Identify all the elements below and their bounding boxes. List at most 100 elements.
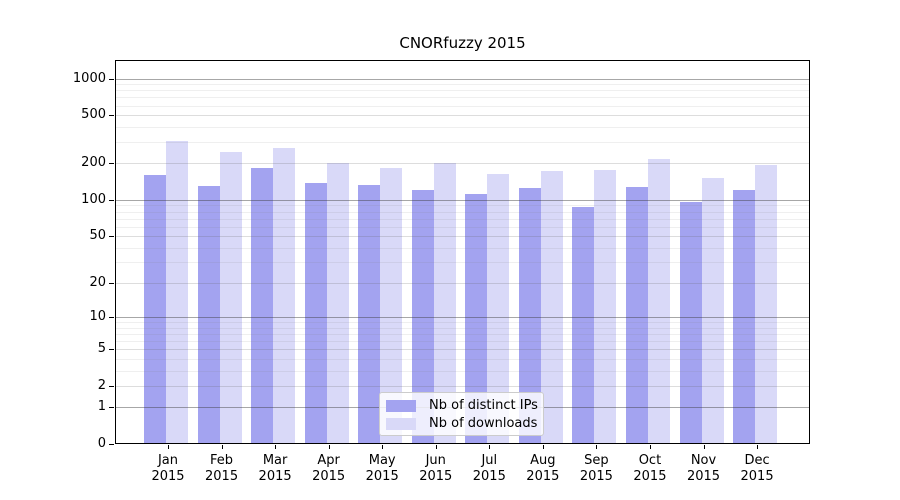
bar-distinct-ips-aug bbox=[518, 188, 541, 444]
bar-distinct-ips-feb bbox=[197, 186, 220, 444]
y-gridline-1000 bbox=[116, 78, 809, 80]
x-tick-mark-jul bbox=[489, 445, 491, 449]
y-minor-gridline-700 bbox=[116, 97, 809, 99]
bar-downloads-nov bbox=[701, 177, 724, 444]
x-tick-mark-feb bbox=[221, 445, 223, 449]
bar-downloads-sep bbox=[594, 170, 617, 444]
y-gridline-500 bbox=[116, 115, 809, 117]
y-tick-mark-100 bbox=[109, 199, 114, 201]
x-tick-label-apr: Apr 2015 bbox=[312, 453, 346, 484]
y-minor-gridline-9 bbox=[116, 322, 809, 324]
y-tick-label-50: 50 bbox=[89, 228, 106, 243]
y-minor-gridline-40 bbox=[116, 247, 809, 249]
y-minor-gridline-60 bbox=[116, 226, 809, 228]
y-tick-label-5: 5 bbox=[97, 341, 106, 357]
y-minor-gridline-7 bbox=[116, 333, 809, 335]
bar-distinct-ips-oct bbox=[625, 186, 648, 444]
x-tick-mark-nov bbox=[703, 445, 705, 449]
x-tick-label-oct: Oct 2015 bbox=[633, 453, 667, 484]
bar-distinct-ips-mar bbox=[251, 167, 274, 444]
chart-title: CNORfuzzy 2015 bbox=[399, 34, 526, 52]
y-minor-gridline-4 bbox=[116, 358, 809, 360]
legend-label-downloads: Nb of downloads bbox=[429, 416, 538, 431]
x-tick-mark-dec bbox=[757, 445, 759, 449]
y-tick-label-200: 200 bbox=[81, 155, 106, 171]
bar-distinct-ips-jul bbox=[465, 194, 488, 444]
y-tick-mark-1 bbox=[109, 407, 114, 409]
x-tick-mark-jan bbox=[168, 445, 169, 449]
y-tick-label-1: 1 bbox=[97, 399, 106, 415]
legend-swatch-distinct-ips bbox=[386, 400, 416, 412]
bar-distinct-ips-jun bbox=[411, 190, 434, 444]
x-tick-label-dec: Dec 2015 bbox=[740, 453, 774, 484]
y-gridline-20 bbox=[116, 282, 809, 284]
x-tick-label-jul: Jul 2015 bbox=[472, 453, 506, 484]
y-minor-gridline-600 bbox=[116, 105, 809, 107]
x-tick-label-aug: Aug 2015 bbox=[526, 453, 560, 484]
y-tick-mark-500 bbox=[109, 115, 114, 117]
bar-downloads-dec bbox=[755, 164, 778, 444]
y-tick-mark-5 bbox=[109, 349, 114, 351]
y-tick-mark-20 bbox=[109, 282, 114, 284]
y-tick-mark-2 bbox=[109, 385, 114, 387]
bar-downloads-jan bbox=[166, 141, 188, 444]
x-tick-label-jan: Jan 2015 bbox=[151, 453, 185, 484]
y-tick-label-10: 10 bbox=[89, 309, 106, 325]
x-tick-label-feb: Feb 2015 bbox=[205, 453, 239, 484]
bar-distinct-ips-nov bbox=[679, 202, 702, 444]
y-tick-mark-200 bbox=[109, 163, 114, 165]
legend-swatch-downloads bbox=[386, 418, 416, 430]
x-tick-label-nov: Nov 2015 bbox=[686, 453, 721, 484]
bar-downloads-oct bbox=[647, 159, 670, 444]
y-tick-label-20: 20 bbox=[89, 274, 106, 290]
legend-item-distinct-ips: Nb of distinct IPs bbox=[386, 397, 538, 415]
x-tick-label-may: May 2015 bbox=[365, 453, 399, 484]
bar-downloads-jul bbox=[487, 174, 510, 444]
y-minor-gridline-70 bbox=[116, 218, 809, 220]
bar-distinct-ips-dec bbox=[733, 189, 756, 444]
x-tick-label-jun: Jun 2015 bbox=[419, 453, 453, 484]
x-tick-mark-oct bbox=[649, 445, 651, 449]
y-gridline-10 bbox=[116, 317, 809, 319]
y-tick-mark-1000 bbox=[109, 78, 114, 80]
bar-downloads-aug bbox=[540, 171, 563, 444]
y-minor-gridline-6 bbox=[116, 341, 809, 343]
x-tick-mark-may bbox=[382, 445, 384, 449]
y-minor-gridline-30 bbox=[116, 262, 809, 264]
y-gridline-2 bbox=[116, 385, 809, 387]
bar-distinct-ips-sep bbox=[572, 206, 595, 444]
bar-downloads-jun bbox=[433, 163, 456, 444]
y-minor-gridline-80 bbox=[116, 211, 809, 213]
y-gridline-100 bbox=[116, 199, 809, 201]
y-tick-label-0: 0 bbox=[97, 436, 106, 451]
bar-downloads-may bbox=[380, 167, 403, 444]
bar-downloads-apr bbox=[326, 163, 349, 444]
y-tick-mark-10 bbox=[109, 317, 114, 319]
x-tick-mark-mar bbox=[275, 445, 277, 449]
bar-distinct-ips-may bbox=[358, 184, 381, 444]
bar-distinct-ips-apr bbox=[304, 182, 327, 444]
y-gridline-200 bbox=[116, 163, 809, 165]
y-tick-label-100: 100 bbox=[81, 191, 106, 207]
y-tick-mark-0 bbox=[109, 444, 114, 445]
bar-downloads-mar bbox=[273, 148, 296, 444]
bar-downloads-feb bbox=[219, 152, 242, 444]
legend: Nb of distinct IPs Nb of downloads bbox=[379, 392, 544, 436]
y-minor-gridline-300 bbox=[116, 142, 809, 144]
y-minor-gridline-900 bbox=[116, 84, 809, 86]
x-tick-label-mar: Mar 2015 bbox=[258, 453, 292, 484]
y-tick-label-2: 2 bbox=[97, 377, 106, 393]
y-tick-label-500: 500 bbox=[81, 107, 106, 123]
legend-label-distinct-ips: Nb of distinct IPs bbox=[429, 398, 538, 413]
x-tick-mark-sep bbox=[596, 445, 598, 449]
bar-distinct-ips-jan bbox=[144, 175, 166, 444]
y-minor-gridline-800 bbox=[116, 90, 809, 92]
y-tick-label-1000: 1000 bbox=[72, 70, 106, 86]
y-tick-mark-50 bbox=[109, 236, 114, 237]
x-tick-mark-jun bbox=[435, 445, 437, 449]
y-minor-gridline-8 bbox=[116, 327, 809, 329]
y-gridline-50 bbox=[116, 236, 809, 237]
x-tick-mark-aug bbox=[542, 445, 544, 449]
y-minor-gridline-3 bbox=[116, 370, 809, 372]
